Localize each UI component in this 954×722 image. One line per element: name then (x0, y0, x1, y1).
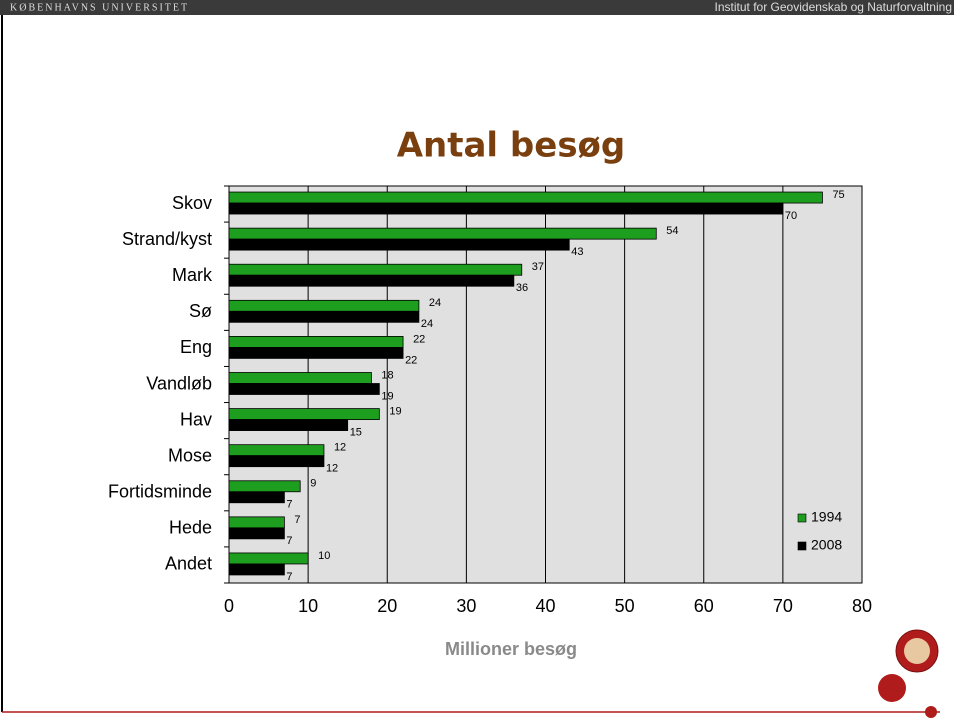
header-left: KØBENHAVNS UNIVERSITET (10, 2, 189, 13)
bar (228, 263, 523, 276)
bar (228, 408, 380, 420)
legend-label: 2008 (811, 537, 842, 553)
bar (228, 516, 285, 529)
data-label: 19 (381, 390, 393, 402)
x-tick-label: 50 (615, 596, 635, 616)
x-tick-label: 30 (456, 596, 476, 616)
y-tick-label: Sø (189, 301, 212, 321)
legend-swatch (797, 541, 807, 551)
data-label: 24 (421, 318, 433, 330)
data-label: 75 (832, 189, 844, 201)
bar (228, 274, 515, 287)
bar (228, 299, 420, 312)
logo-dot (878, 674, 906, 702)
chart-title: Antal besøg (397, 126, 626, 166)
bar (228, 238, 570, 251)
y-tick-label: Eng (180, 337, 212, 357)
y-tick-label: Skov (172, 193, 212, 213)
data-label: 24 (429, 297, 441, 309)
data-label: 15 (350, 426, 362, 438)
bar (228, 202, 784, 215)
data-label: 19 (389, 405, 401, 417)
data-label: 37 (532, 261, 544, 273)
legend-swatch (797, 513, 807, 523)
data-label: 9 (310, 478, 316, 490)
bar (228, 227, 657, 240)
data-label: 10 (318, 550, 330, 562)
x-tick-label: 20 (377, 596, 397, 616)
bar (228, 347, 404, 359)
data-label: 7 (294, 514, 300, 526)
x-tick-label: 40 (535, 596, 555, 616)
bar (228, 563, 285, 576)
bar (228, 444, 325, 457)
y-tick-label: Fortidsminde (108, 482, 212, 502)
data-label: 12 (326, 463, 338, 475)
bar (228, 383, 380, 395)
bar (228, 480, 301, 493)
x-tick-label: 10 (298, 596, 318, 616)
data-label: 12 (334, 442, 346, 454)
y-tick-label: Mose (168, 445, 212, 465)
data-label: 7 (286, 499, 292, 511)
data-label: 54 (666, 225, 678, 237)
x-axis-label: Millioner besøg (445, 639, 577, 659)
bar (228, 191, 823, 204)
x-tick-label: 70 (773, 596, 793, 616)
bar (228, 455, 325, 468)
header-bar (0, 0, 954, 15)
y-tick-label: Hav (180, 409, 212, 429)
bar (228, 527, 285, 540)
y-tick-label: Vandløb (146, 373, 212, 393)
logo-dot-small (925, 706, 937, 718)
y-tick-label: Strand/kyst (122, 229, 212, 249)
data-label: 22 (413, 333, 425, 345)
data-label: 43 (571, 246, 583, 258)
legend-label: 1994 (811, 509, 842, 525)
x-tick-label: 0 (224, 596, 234, 616)
x-tick-label: 80 (852, 596, 872, 616)
data-label: 22 (405, 354, 417, 366)
data-label: 7 (286, 535, 292, 547)
y-tick-label: Mark (172, 265, 213, 285)
bar (228, 310, 420, 323)
bar (228, 552, 309, 565)
logo-seal-inner (904, 638, 930, 664)
data-label: 18 (381, 369, 393, 381)
data-label: 70 (785, 210, 797, 222)
header-right: Institut for Geovidenskab og Naturforval… (715, 0, 952, 14)
bar (228, 491, 285, 504)
bar (228, 336, 404, 348)
y-tick-label: Hede (169, 518, 212, 538)
data-label: 36 (516, 282, 528, 294)
bar (228, 419, 349, 431)
data-label: 7 (286, 571, 292, 583)
y-tick-label: Andet (165, 554, 212, 574)
bar (228, 372, 372, 384)
x-tick-label: 60 (694, 596, 714, 616)
